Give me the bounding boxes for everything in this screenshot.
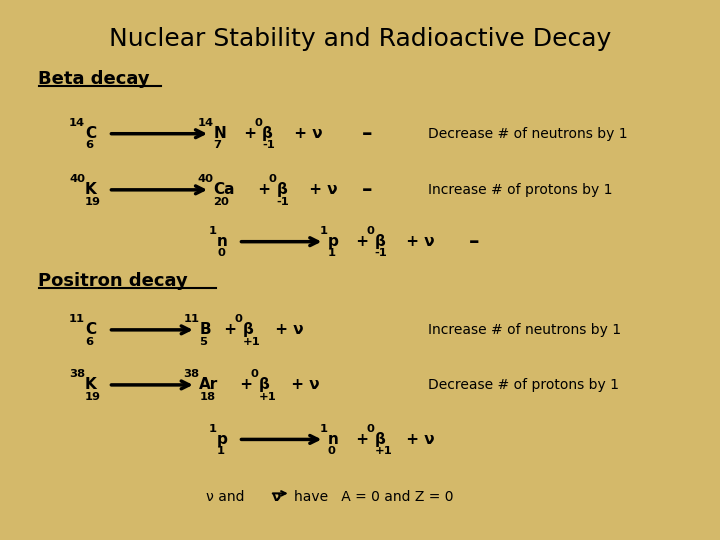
- Text: Decrease # of protons by 1: Decrease # of protons by 1: [428, 378, 619, 392]
- Text: p: p: [217, 432, 228, 447]
- Text: 1: 1: [320, 424, 328, 434]
- Text: +: +: [351, 234, 374, 249]
- Text: -1: -1: [276, 197, 289, 207]
- Text: Increase # of protons by 1: Increase # of protons by 1: [428, 183, 613, 197]
- Text: Nuclear Stability and Radioactive Decay: Nuclear Stability and Radioactive Decay: [109, 27, 611, 51]
- Text: +: +: [238, 126, 262, 141]
- Text: 6: 6: [85, 140, 93, 151]
- Text: 18: 18: [199, 392, 215, 402]
- Text: p: p: [328, 234, 338, 249]
- Text: Increase # of neutrons by 1: Increase # of neutrons by 1: [428, 323, 621, 337]
- Text: have   A = 0 and Z = 0: have A = 0 and Z = 0: [294, 490, 454, 504]
- Text: + ν: + ν: [402, 234, 435, 249]
- Text: 6: 6: [85, 336, 93, 347]
- Text: +: +: [253, 183, 276, 197]
- Text: 1: 1: [217, 446, 225, 456]
- Text: + ν: + ν: [402, 432, 435, 447]
- Text: ν: ν: [272, 490, 282, 504]
- Text: 19: 19: [85, 392, 101, 402]
- Text: 0: 0: [269, 174, 276, 184]
- Text: β: β: [262, 126, 273, 141]
- Text: 7: 7: [214, 140, 222, 151]
- Text: 1: 1: [328, 248, 336, 259]
- Text: Ar: Ar: [199, 377, 218, 393]
- Text: + ν: + ν: [286, 377, 320, 393]
- Text: ν and: ν and: [207, 490, 245, 504]
- Text: + ν: + ν: [304, 183, 337, 197]
- Text: 0: 0: [328, 446, 336, 456]
- Text: + ν: + ν: [270, 322, 304, 338]
- Text: 0: 0: [366, 424, 374, 434]
- Text: 40: 40: [197, 174, 214, 184]
- Text: Ca: Ca: [214, 183, 235, 197]
- Text: β: β: [374, 432, 385, 447]
- Text: β: β: [243, 322, 253, 338]
- Text: Decrease # of neutrons by 1: Decrease # of neutrons by 1: [428, 127, 628, 141]
- Text: 19: 19: [85, 197, 101, 207]
- Text: 0: 0: [366, 226, 374, 236]
- Text: 14: 14: [69, 118, 85, 128]
- Text: +1: +1: [243, 336, 261, 347]
- Text: C: C: [85, 126, 96, 141]
- Text: 0: 0: [235, 314, 243, 324]
- Text: +: +: [351, 432, 374, 447]
- Text: 40: 40: [69, 174, 85, 184]
- Text: –: –: [469, 232, 480, 252]
- Text: n: n: [217, 234, 228, 249]
- Text: n: n: [328, 432, 338, 447]
- Text: 0: 0: [254, 118, 262, 128]
- Text: 14: 14: [197, 118, 214, 128]
- Text: +: +: [220, 322, 243, 338]
- Text: 0: 0: [251, 369, 258, 379]
- Text: 11: 11: [184, 314, 199, 324]
- Text: 1: 1: [209, 226, 217, 236]
- Text: +1: +1: [258, 392, 276, 402]
- Text: B: B: [199, 322, 211, 338]
- Text: Beta decay: Beta decay: [38, 70, 150, 87]
- Text: -1: -1: [374, 248, 387, 259]
- Text: -1: -1: [262, 140, 275, 151]
- Text: 38: 38: [69, 369, 85, 379]
- Text: N: N: [214, 126, 226, 141]
- Text: β: β: [258, 377, 269, 393]
- Text: 38: 38: [183, 369, 199, 379]
- Text: 11: 11: [69, 314, 85, 324]
- Text: 0: 0: [217, 248, 225, 259]
- Text: 1: 1: [320, 226, 328, 236]
- Text: +1: +1: [374, 446, 392, 456]
- Text: –: –: [362, 180, 372, 200]
- Text: 1: 1: [209, 424, 217, 434]
- Text: Positron decay: Positron decay: [38, 272, 188, 289]
- Text: +: +: [235, 377, 258, 393]
- Text: β: β: [374, 234, 385, 249]
- Text: C: C: [85, 322, 96, 338]
- Text: K: K: [85, 377, 96, 393]
- Text: 20: 20: [214, 197, 230, 207]
- Text: 5: 5: [199, 336, 207, 347]
- Text: + ν: + ν: [289, 126, 323, 141]
- Text: K: K: [85, 183, 96, 197]
- Text: –: –: [362, 124, 372, 144]
- Text: β: β: [276, 183, 287, 197]
